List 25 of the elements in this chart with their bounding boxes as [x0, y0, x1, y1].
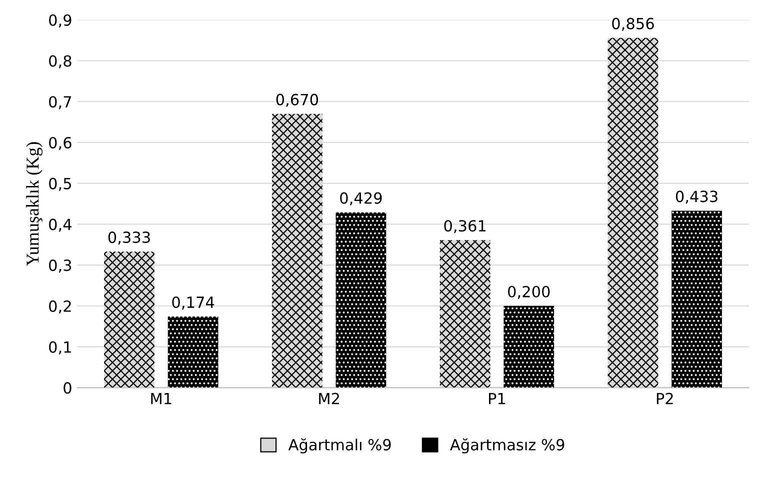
- x-tick-label: P2: [656, 392, 673, 404]
- data-label: 0,200: [508, 286, 550, 299]
- data-label: 0,433: [676, 190, 718, 204]
- y-tick-label: 0: [64, 382, 72, 394]
- data-label: 0,174: [172, 296, 214, 310]
- data-label: 0,856: [612, 18, 654, 31]
- y-tick-label: 0,6: [49, 136, 72, 150]
- legend-label: Ağartmalı %9: [288, 438, 391, 454]
- y-tick-label: 0,8: [49, 55, 72, 68]
- data-label: 0,361: [444, 220, 486, 234]
- y-axis-title: Yumuşaklık (Kg): [26, 142, 42, 266]
- y-tick-label: 0,3: [49, 260, 72, 273]
- y-tick-label: 0,1: [49, 341, 71, 354]
- data-label: 0,670: [276, 94, 318, 107]
- y-tick-label: 0,7: [49, 96, 72, 110]
- y-tick-label: 0,4: [49, 218, 72, 232]
- x-tick-label: M2: [319, 392, 339, 404]
- y-tick-label: 0,9: [49, 14, 72, 28]
- x-tick-label: P1: [489, 392, 506, 404]
- data-label: 0,333: [108, 232, 150, 245]
- data-label: 0,429: [340, 192, 382, 206]
- y-tick-label: 0,5: [49, 178, 72, 191]
- legend-label: Ağartmasız %9: [450, 438, 564, 454]
- y-tick-label: 0,2: [49, 300, 71, 314]
- x-tick-label: M1: [151, 392, 172, 404]
